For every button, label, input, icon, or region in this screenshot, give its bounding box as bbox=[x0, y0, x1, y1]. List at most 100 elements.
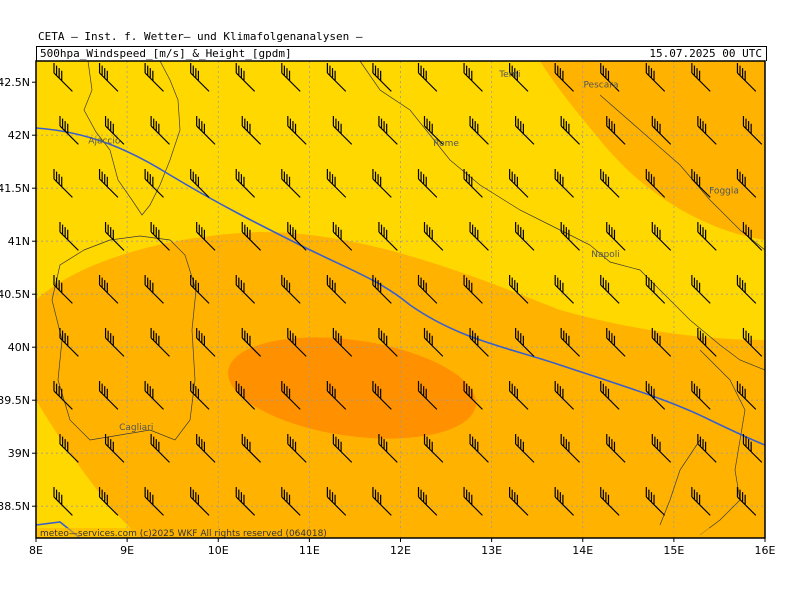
wind-barb bbox=[326, 487, 347, 516]
wind-barb bbox=[645, 63, 666, 92]
wind-barb bbox=[509, 487, 529, 516]
wind-barb bbox=[600, 169, 620, 198]
wind-barb bbox=[606, 222, 626, 251]
wind-barb bbox=[59, 434, 79, 463]
wind-barb bbox=[150, 116, 170, 145]
wind-barb bbox=[326, 63, 347, 92]
wind-barb bbox=[560, 222, 580, 251]
y-tick-label: 42N bbox=[8, 129, 30, 142]
city-label: Terni bbox=[498, 70, 520, 80]
wind-barb bbox=[98, 275, 119, 304]
wind-barb bbox=[287, 434, 307, 463]
wind-barb bbox=[104, 434, 125, 463]
wind-barb bbox=[326, 169, 347, 198]
wind-barb bbox=[515, 116, 535, 145]
wind-barb bbox=[378, 434, 398, 463]
wind-barb bbox=[560, 116, 580, 145]
y-tick-label: 41.5N bbox=[0, 182, 30, 195]
wind-barb bbox=[53, 169, 73, 198]
wind-barb bbox=[423, 328, 444, 357]
x-tick-label: 16E bbox=[755, 544, 776, 557]
wind-barb bbox=[645, 487, 666, 516]
wind-barb bbox=[326, 275, 347, 304]
wind-barb bbox=[697, 328, 717, 357]
wind-barb bbox=[651, 328, 672, 357]
wind-barb bbox=[235, 169, 256, 198]
wind-barb bbox=[59, 116, 79, 145]
wind-barb bbox=[98, 487, 119, 516]
wind-barb bbox=[554, 63, 574, 92]
wind-barb bbox=[742, 222, 763, 251]
wind-barb bbox=[241, 328, 262, 357]
wind-barb bbox=[606, 328, 626, 357]
wind-barb bbox=[235, 63, 256, 92]
wind-barb bbox=[144, 487, 164, 516]
wind-barb bbox=[469, 222, 489, 251]
city-label: Cagliari bbox=[119, 423, 153, 433]
valid-time: 15.07.2025 00 UTC bbox=[649, 47, 762, 60]
wind-barb bbox=[104, 116, 125, 145]
latitude-ticks: 42.5N 42N 41.5N 41N 40.5N 40N 39.5N 39N 38.5N bbox=[0, 76, 36, 513]
wind-barb bbox=[463, 487, 483, 516]
wind-barb bbox=[190, 381, 210, 410]
wind-barb bbox=[469, 434, 489, 463]
wind-barb bbox=[736, 275, 757, 304]
wind-barb bbox=[372, 275, 392, 304]
wind-barb bbox=[332, 116, 353, 145]
wind-field-max-core bbox=[228, 337, 476, 439]
wind-barb bbox=[235, 487, 256, 516]
wind-barb bbox=[742, 434, 763, 463]
city-label: Rome bbox=[433, 139, 459, 149]
wind-barb bbox=[417, 487, 438, 516]
map-field: Terni Pescara Ajaccio Rome Foggia Napoli Cagli… bbox=[36, 61, 765, 538]
wind-barb bbox=[144, 381, 164, 410]
wind-barb bbox=[372, 381, 392, 410]
wind-barb bbox=[378, 328, 398, 357]
wind-barb bbox=[53, 63, 73, 92]
wind-barb bbox=[469, 328, 489, 357]
wind-barb bbox=[332, 434, 353, 463]
wind-barb bbox=[736, 63, 757, 92]
wind-barb bbox=[645, 275, 666, 304]
wind-barb bbox=[378, 116, 398, 145]
wind-barb bbox=[554, 381, 574, 410]
wind-barb bbox=[98, 63, 119, 92]
wind-barb bbox=[104, 222, 125, 251]
wind-barb bbox=[509, 275, 529, 304]
wind-barb bbox=[651, 222, 672, 251]
wind-barb bbox=[423, 222, 444, 251]
wind-barb bbox=[736, 487, 757, 516]
wind-barb bbox=[600, 381, 620, 410]
wind-barb bbox=[417, 169, 438, 198]
y-tick-label: 39N bbox=[8, 447, 30, 460]
wind-barb bbox=[691, 487, 711, 516]
wind-barb bbox=[645, 169, 666, 198]
wind-barb bbox=[554, 169, 574, 198]
wind-barb bbox=[554, 487, 574, 516]
wind-barb bbox=[515, 328, 535, 357]
y-tick-label: 40N bbox=[8, 341, 30, 354]
x-tick-label: 9E bbox=[120, 544, 134, 557]
wind-barb bbox=[560, 434, 580, 463]
x-tick-label: 14E bbox=[572, 544, 593, 557]
wind-barb bbox=[417, 275, 438, 304]
wind-barb bbox=[417, 63, 438, 92]
wind-barb bbox=[691, 63, 711, 92]
wind-barb bbox=[600, 487, 620, 516]
wind-barb bbox=[417, 381, 438, 410]
wind-barb bbox=[196, 434, 216, 463]
wind-barb bbox=[59, 222, 79, 251]
wind-barb bbox=[560, 328, 580, 357]
wind-barb bbox=[691, 169, 711, 198]
institute-title: CETA — Inst. f. Wetter— und Klimafolgena… bbox=[38, 30, 363, 43]
city-label: Ajaccio bbox=[88, 137, 121, 147]
wind-barb bbox=[606, 116, 626, 145]
wind-barb bbox=[645, 381, 666, 410]
y-tick-label: 42.5N bbox=[0, 76, 30, 89]
wind-barb bbox=[509, 381, 529, 410]
wind-barb bbox=[98, 381, 119, 410]
wind-barb bbox=[150, 328, 170, 357]
wind-barb bbox=[554, 275, 574, 304]
wind-barb bbox=[196, 116, 216, 145]
wind-barb bbox=[196, 328, 216, 357]
